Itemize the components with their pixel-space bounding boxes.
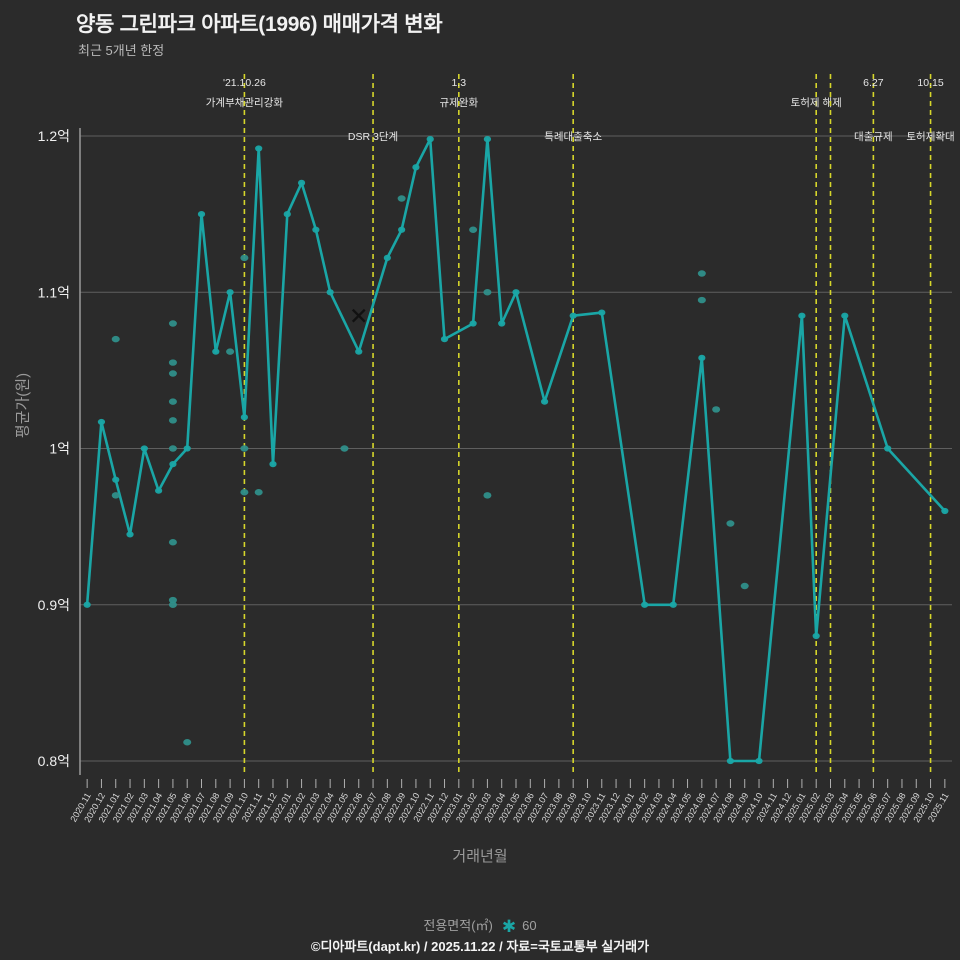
series-point[interactable] [540,398,549,405]
series-point[interactable] [841,312,849,319]
series-point[interactable] [83,601,91,608]
series-point[interactable] [283,211,291,218]
scatter-point[interactable] [226,348,235,355]
y-tick-label: 0.8억 [38,753,70,769]
scatter-point[interactable] [483,492,492,499]
series-point[interactable] [97,418,106,426]
y-tick-label: 1.2억 [38,128,70,144]
scatter-point[interactable] [168,320,177,327]
scatter-point[interactable] [469,226,478,233]
scatter-point[interactable] [168,417,177,424]
series-point[interactable] [469,320,477,327]
legend-value[interactable]: 60 [522,918,537,933]
series-point[interactable] [155,487,163,494]
scatter-point[interactable] [240,254,249,262]
series-point[interactable] [297,179,306,186]
series-point[interactable] [326,289,334,296]
scatter-point[interactable] [712,406,721,413]
event-date-label: 6.27 [863,77,884,89]
y-tick-label: 1억 [49,441,70,457]
series-point[interactable] [240,414,248,421]
series-point[interactable] [440,336,449,343]
event-name-label: 규제완화 [439,96,478,109]
event-name-label: 가계부채관리강화 [206,97,284,109]
series-line-60[interactable] [85,137,947,763]
series-point[interactable] [197,211,206,218]
series-point[interactable] [183,445,191,452]
scatter-point[interactable] [483,289,492,296]
scatter-point[interactable] [697,270,706,277]
series-point[interactable] [755,757,763,765]
series-point[interactable] [312,226,320,233]
series-point[interactable] [426,136,434,143]
series-point[interactable] [698,354,706,361]
series-point[interactable] [212,348,220,355]
asterisk-marker-icon: ✱ [501,917,516,936]
scatter-point[interactable] [111,335,120,343]
scatter-point[interactable] [168,539,177,546]
footer-credit: ©디아파트(dapt.kr) / 2025.11.22 / 자료=국토교통부 실… [310,939,650,954]
page-title: 양동 그린파크 아파트(1996) 매매가격 변화 [76,13,443,36]
event-date-label: 1.3 [452,77,467,89]
series-point[interactable] [669,601,677,608]
scatter-point[interactable] [697,296,706,304]
scatter-point[interactable] [340,445,349,452]
series-point[interactable] [884,445,892,452]
event-name-label: 토허제확대 [906,130,954,143]
scatter-point[interactable] [168,601,177,608]
series-point[interactable] [798,312,806,319]
y-tick-label: 0.9억 [38,597,70,613]
series-point[interactable] [255,145,263,152]
series-point[interactable] [112,476,120,483]
series-point[interactable] [483,136,492,143]
series-point[interactable] [169,461,177,468]
event-date-label: 10.15 [917,77,943,89]
series-point[interactable] [941,507,949,515]
x-axis-title: 거래년월 [452,848,508,865]
series-point[interactable] [269,461,277,468]
scatter-point[interactable] [168,359,177,366]
scatter-point[interactable] [183,739,192,746]
scatter-point[interactable] [740,582,749,590]
event-name-label: 특례대출축소 [544,131,602,143]
series-point[interactable] [226,289,234,296]
event-name-label: 대출규제 [854,131,893,143]
page-subtitle: 최근 5개년 한정 [78,43,165,58]
series-point[interactable] [140,445,148,452]
event-name-label: DSR 3단계 [348,131,398,143]
event-name-label: 토허제 해제 [791,96,842,109]
x-cross-marker-icon[interactable] [351,308,366,323]
event-date-label: '21.10.26 [223,77,266,89]
series-point[interactable] [398,226,406,233]
series-point[interactable] [498,320,506,327]
scatter-point[interactable] [240,489,249,496]
scatter-point[interactable] [168,596,177,604]
series-point[interactable] [412,164,420,171]
series-point[interactable] [126,531,134,538]
scatter-point[interactable] [254,489,263,496]
price-line-chart[interactable]: 0.8억0.9억1억1.1억1.2억2020.112020.122021.012… [0,0,960,890]
scatter-point[interactable] [168,445,177,452]
y-tick-label: 1.1억 [38,284,70,300]
series-point[interactable] [598,309,606,316]
series-point[interactable] [569,312,577,319]
series-point[interactable] [726,757,735,765]
series-point[interactable] [355,348,363,355]
chart-legend: 전용면적(㎡) ✱ 60 [0,915,960,937]
scatter-point[interactable] [726,520,735,527]
series-point[interactable] [512,289,520,296]
scatter-point[interactable] [240,445,249,452]
series-point[interactable] [641,601,649,608]
scatter-point[interactable] [168,370,177,377]
series-point[interactable] [812,632,820,640]
legend-label: 전용면적(㎡) [423,918,493,933]
scatter-point[interactable] [111,492,120,499]
scatter-point[interactable] [397,195,406,202]
scatter-point[interactable] [168,398,177,405]
series-point[interactable] [383,254,391,261]
